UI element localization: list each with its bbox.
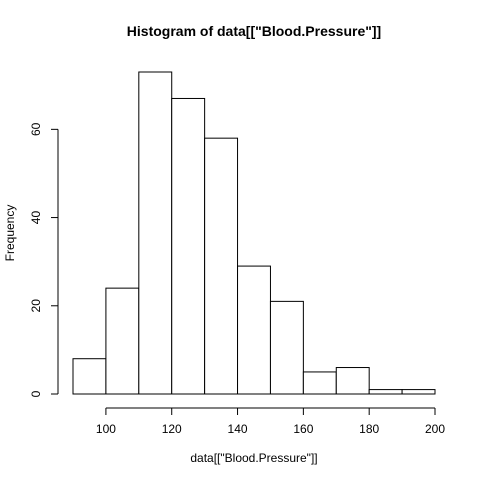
x-tick-label: 180 — [359, 422, 379, 436]
x-tick-label: 100 — [96, 422, 116, 436]
y-tick-label: 40 — [29, 211, 43, 225]
x-axis: 100 120 140 160 180 200 — [96, 407, 445, 436]
histogram-bar-8 — [335, 367, 370, 395]
histogram-bar-5 — [237, 265, 271, 395]
y-axis-label: Frequency — [3, 205, 17, 262]
histogram-bar-6 — [269, 300, 304, 395]
x-tick-label: 200 — [425, 422, 445, 436]
x-tick-label: 160 — [293, 422, 313, 436]
bars-group — [72, 71, 436, 395]
y-tick-label: 60 — [29, 122, 43, 136]
histogram-bar-10 — [401, 389, 436, 395]
histogram-bar-2 — [138, 71, 173, 395]
histogram-bar-1 — [105, 287, 140, 395]
x-tick-label: 140 — [228, 422, 248, 436]
chart-title: Histogram of data[["Blood.Pressure"]] — [127, 23, 381, 39]
histogram-bar-9 — [368, 389, 403, 395]
y-tick-label: 20 — [29, 299, 43, 313]
histogram-bar-0 — [72, 358, 107, 395]
histogram-bar-3 — [171, 97, 206, 395]
x-axis-label: data[["Blood.Pressure"]] — [190, 451, 317, 465]
x-tick-label: 120 — [162, 422, 182, 436]
y-tick-label: 0 — [29, 390, 43, 397]
histogram-bar-7 — [302, 371, 337, 395]
y-axis: 0 20 40 60 — [29, 122, 59, 397]
histogram-bar-4 — [204, 137, 239, 395]
